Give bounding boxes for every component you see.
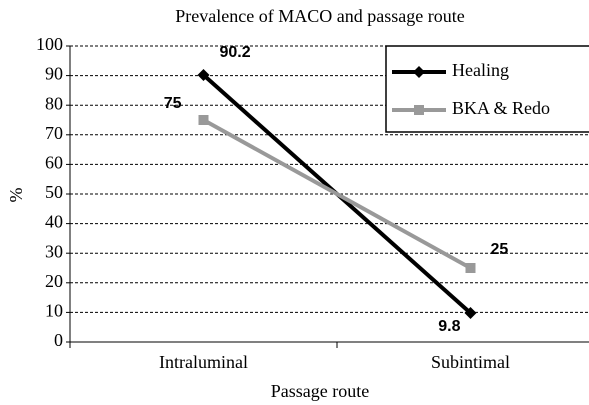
point [464,306,477,319]
y-axis-label: % [6,188,26,203]
y-tick-label: 30 [45,241,63,261]
y-tick-label: 50 [45,182,63,202]
y-tick-label: 80 [45,93,63,113]
point [198,115,209,125]
y-tick-label: 10 [45,301,63,321]
data-label: 90.2 [220,44,251,61]
legend-marker [414,105,424,115]
legend-label: BKA & Redo [452,98,550,118]
y-tick-label: 40 [45,212,63,232]
y-tick-label: 20 [45,271,63,291]
x-tick-label: Intraluminal [159,352,248,372]
point [197,69,210,82]
data-label: 25 [491,241,509,258]
chart-title: Prevalence of MACO and passage route [175,6,464,26]
y-tick-label: 70 [45,123,63,143]
legend-label: Healing [452,60,509,80]
series-line [202,118,472,270]
data-label: 75 [164,95,182,112]
x-axis-label: Passage route [271,381,369,401]
legend-box [385,45,589,133]
y-tick-label: 100 [36,34,63,54]
point [465,263,476,273]
data-label: 9.8 [438,318,460,335]
y-tick-label: 0 [54,330,63,350]
y-tick-label: 60 [45,153,63,173]
y-tick-label: 90 [45,64,63,84]
legend-marker [413,66,425,78]
x-tick-label: Subintimal [431,352,510,372]
